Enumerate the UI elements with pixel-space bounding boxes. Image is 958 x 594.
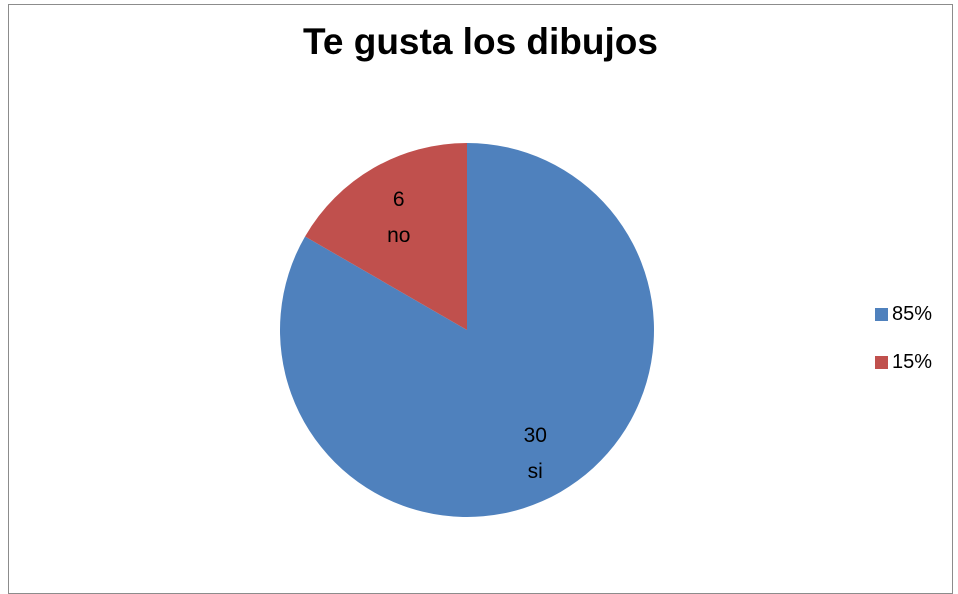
legend-item-1: 15% xyxy=(875,350,932,374)
pie-slice-si xyxy=(280,143,655,517)
legend-item-0: 85% xyxy=(875,302,932,326)
pie-chart: 30 si 6 no xyxy=(280,143,655,517)
slice-value-no: 6 xyxy=(393,188,405,211)
slice-value-si: 30 xyxy=(524,424,547,447)
slice-category-si: si xyxy=(528,460,543,483)
slice-category-no: no xyxy=(387,224,410,247)
legend-swatch-0 xyxy=(875,307,888,321)
legend-swatch-1 xyxy=(875,355,888,369)
legend: 85% 15% xyxy=(875,302,932,398)
chart-title: Te gusta los dibujos xyxy=(303,21,658,62)
legend-label-1: 15% xyxy=(892,350,933,373)
legend-label-0: 85% xyxy=(892,302,933,325)
pie-slice-no xyxy=(305,143,467,330)
